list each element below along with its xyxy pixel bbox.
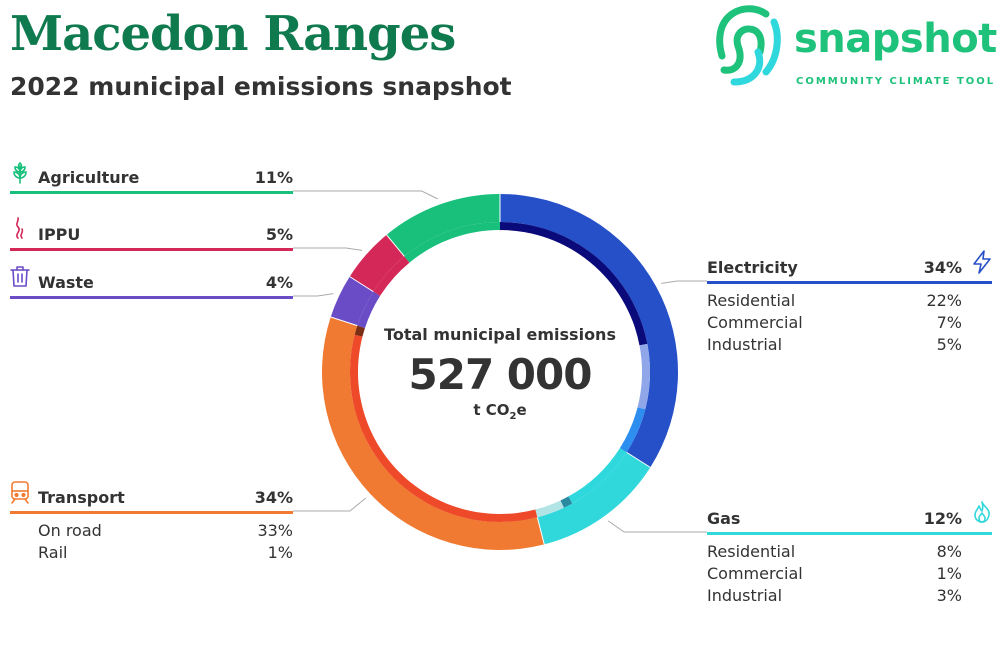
sector-value: 5% (265, 225, 293, 244)
leader-transport (293, 497, 367, 512)
leader-ippu (293, 247, 363, 251)
bin-icon (10, 266, 30, 287)
slice-electricity (500, 194, 678, 468)
subslice-ippu (373, 256, 410, 296)
sector-ippu: IPPU 5% (10, 225, 293, 251)
subslice-electricity-commercial (637, 343, 650, 410)
slice-agriculture (386, 194, 500, 257)
sector-name: Gas (707, 509, 741, 528)
subslice-gas-industrial (535, 500, 564, 518)
subslice-gas-residential (568, 448, 627, 504)
sector-bar (10, 191, 293, 194)
lightning-icon (973, 250, 991, 274)
leader-agriculture (293, 190, 438, 200)
sub-row: Commercial 1% (707, 564, 962, 583)
sector-gas: Gas 12% Residential 8% Commercial 1% Indust… (707, 509, 992, 607)
subslice-electricity-residential (500, 222, 648, 346)
slice-separator (349, 276, 374, 293)
sector-value: 12% (923, 509, 962, 528)
slice-transport (322, 316, 545, 550)
fingerprint-icon (716, 5, 781, 86)
subslice-transport-on-road (349, 334, 538, 522)
sector-bar (10, 248, 293, 251)
slice-separator (626, 451, 651, 468)
sector-bar (10, 296, 293, 299)
sector-name: Transport (38, 488, 125, 507)
slice-separator (386, 234, 405, 257)
sector-bar (10, 511, 293, 514)
slice-ippu (349, 234, 405, 292)
slice-waste (330, 276, 374, 326)
wheat-icon (13, 161, 27, 184)
chart-center: Total municipal emissions 527 000 t CO2e (360, 325, 640, 422)
sub-row: Industrial 3% (707, 586, 962, 605)
sub-row: Industrial 5% (707, 335, 962, 354)
flame-icon (974, 501, 990, 523)
sector-name: Waste (38, 273, 94, 292)
sector-bar (707, 532, 992, 535)
subslice-agriculture (404, 222, 500, 263)
sub-row: Rail 1% (38, 543, 293, 562)
slice-gas (537, 452, 651, 545)
logo-tagline: COMMUNITY CLIMATE TOOL (796, 76, 996, 87)
inner-ring (349, 222, 650, 522)
total-value: 527 000 (408, 350, 593, 399)
sector-electricity: Electricity 34% Residential 22% Commercial… (707, 258, 992, 356)
page-subtitle: 2022 municipal emissions snapshot (10, 72, 512, 101)
sector-value: 11% (254, 168, 293, 187)
sector-transport: Transport 34% On road 33% Rail 1% (10, 488, 293, 564)
leader-gas (607, 520, 707, 533)
slice-separator (536, 517, 545, 545)
smoke-icon (16, 217, 24, 239)
subslice-transport-rail (354, 325, 365, 337)
sector-value: 34% (254, 488, 293, 507)
sector-value: 34% (923, 258, 962, 277)
total-label: Total municipal emissions (384, 325, 616, 344)
leader-lines (293, 190, 707, 533)
sector-agriculture: Agriculture 11% (10, 168, 293, 194)
snapshot-logo: snapshot COMMUNITY CLIMATE TOOL (714, 2, 1000, 92)
sub-row: On road 33% (38, 521, 293, 540)
sector-name: IPPU (38, 225, 81, 244)
leader-electricity (661, 280, 707, 284)
subslice-electricity-industrial (619, 407, 646, 453)
sub-row: Commercial 7% (707, 313, 962, 332)
sub-row: Residential 8% (707, 542, 962, 561)
sector-bar (707, 281, 992, 284)
outer-ring (322, 194, 678, 550)
leader-waste (293, 293, 334, 297)
logo-wordmark: snapshot (794, 16, 997, 62)
sector-name: Agriculture (38, 168, 140, 187)
sector-value: 4% (265, 273, 293, 292)
sector-waste: Waste 4% (10, 273, 293, 299)
subslice-gas-commercial (560, 496, 573, 508)
total-unit: t CO2e (473, 401, 527, 422)
slice-separator (330, 316, 358, 327)
subslice-waste (357, 291, 381, 329)
sub-row: Residential 22% (707, 291, 962, 310)
train-icon (11, 481, 29, 504)
page-title: Macedon Ranges (10, 6, 456, 62)
sector-name: Electricity (707, 258, 798, 277)
